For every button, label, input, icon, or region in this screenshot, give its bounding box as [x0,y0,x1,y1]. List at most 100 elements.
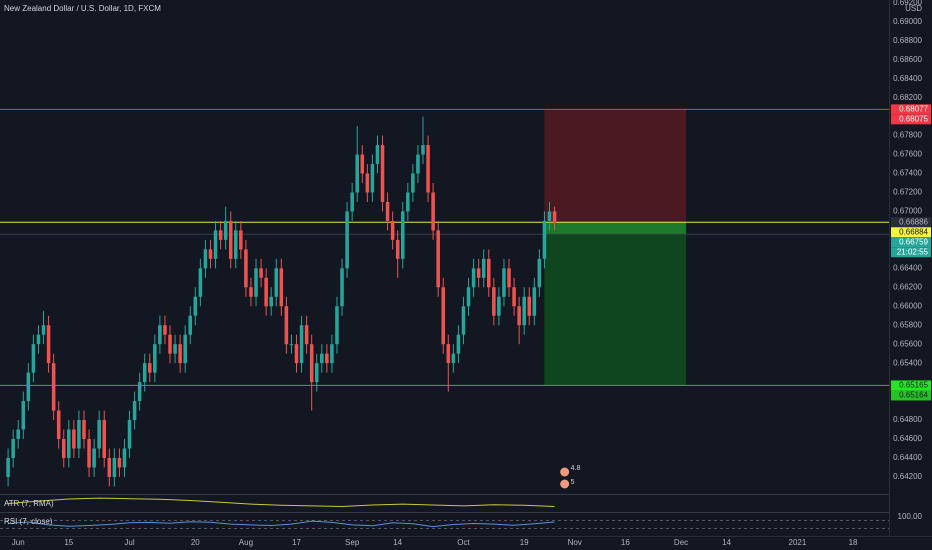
candle-body [375,145,380,165]
y-tick-label: 0.66400 [893,263,922,272]
candle-body [112,457,117,477]
candle-body [203,249,208,269]
candle-body [127,420,132,449]
candle-body [289,344,294,346]
candle-body [314,363,319,383]
candle-body [542,220,547,259]
candle-body [421,145,425,155]
candle-body [355,154,359,193]
currency-label: USD [905,4,922,13]
atr-label: ATR (7, RMA) [4,499,54,508]
y-tick-label: 0.65600 [893,339,922,348]
price-label-box [891,390,931,401]
candle-body [163,325,167,335]
candle-body [46,325,51,364]
candle-body [279,268,284,307]
candle-body [31,344,36,373]
candle-body [284,306,289,345]
price-label-box [891,104,931,115]
y-tick-label: 0.67800 [893,131,922,140]
x-tick-label: 17 [292,538,301,547]
badge-label: 5 [571,479,575,486]
candle-body [299,325,304,364]
y-tick-label: 0.64600 [893,434,922,443]
candle-body [360,154,365,174]
price-label-box [891,227,931,238]
candle-body [527,296,532,316]
target-zone [544,222,687,386]
candle-body [168,334,172,354]
y-tick-label: 0.64200 [893,472,922,481]
x-tick-label: Jun [12,538,25,547]
candle-body [61,439,66,458]
candle-body [97,420,101,449]
badge-icon [559,478,571,490]
badge-label: 4.8 [571,465,581,472]
y-tick-label: 0.65400 [893,358,922,367]
candle-body [385,201,390,221]
y-tick-label: 0.64400 [893,453,922,462]
badge-icon [559,466,571,478]
x-tick-label: Jul [124,538,134,547]
rsi-line [8,520,555,528]
stop-zone [544,109,687,223]
candle-body [158,325,162,345]
candle-body [122,448,127,468]
candle-body [436,230,440,288]
y-tick-label: 0.67600 [893,150,922,159]
candle-body [507,268,511,288]
axes: 0.69200 0.69000 0.68800 0.68600 0.68400 0.682… [12,0,931,547]
candle-body [476,268,481,278]
candle-body [411,173,415,193]
x-tick-label: 14 [722,538,731,547]
candle-body [56,410,61,440]
candle-body [304,325,309,345]
candle-body [406,192,410,212]
candle-body [244,249,248,288]
candle-body [461,306,466,335]
series: 4.85 [6,116,581,528]
candle-body [102,420,107,458]
candle-body [441,287,446,345]
price-label: 0.65164 [899,391,928,400]
candle-body [320,353,324,364]
candle-body [335,306,339,345]
y-tick-label: 0.64800 [893,415,922,424]
candle-body [294,344,299,364]
price-label-box [891,380,931,391]
candle-body [481,258,486,278]
candle-body [41,325,46,335]
candle-body [249,287,253,297]
candle-body [380,145,385,202]
candle-body [178,344,182,364]
x-tick-label: 2021 [789,538,807,547]
countdown-box [891,247,931,258]
candle-body [21,401,26,430]
candle-body [234,230,238,259]
x-tick-label: 14 [393,538,402,547]
candle-body [213,230,218,259]
candle-body [340,268,344,307]
price-label: 0.66884 [899,227,928,236]
candle-body [456,334,461,354]
atr-line [8,497,555,508]
candle-body [16,429,20,440]
candle-body [87,439,91,468]
drawings [0,108,889,530]
y-tick-label: 0.67200 [893,188,922,197]
y-tick-label: 0.66000 [893,301,922,310]
y-tick-label: 0.68400 [893,74,922,83]
x-tick-label: Sep [345,538,360,547]
y-tick-label: 0.67000 [893,207,922,216]
candle-body [390,220,395,240]
y-tick-label: 0.68800 [893,36,922,45]
rsi-tick-label: 100.00 [898,512,923,521]
candle-body [183,334,187,364]
candle-body [153,344,157,373]
candle-body [137,382,142,402]
candle-body [426,145,430,193]
candle-body [517,306,521,326]
candle-body [345,211,349,269]
candle-body [92,448,96,468]
